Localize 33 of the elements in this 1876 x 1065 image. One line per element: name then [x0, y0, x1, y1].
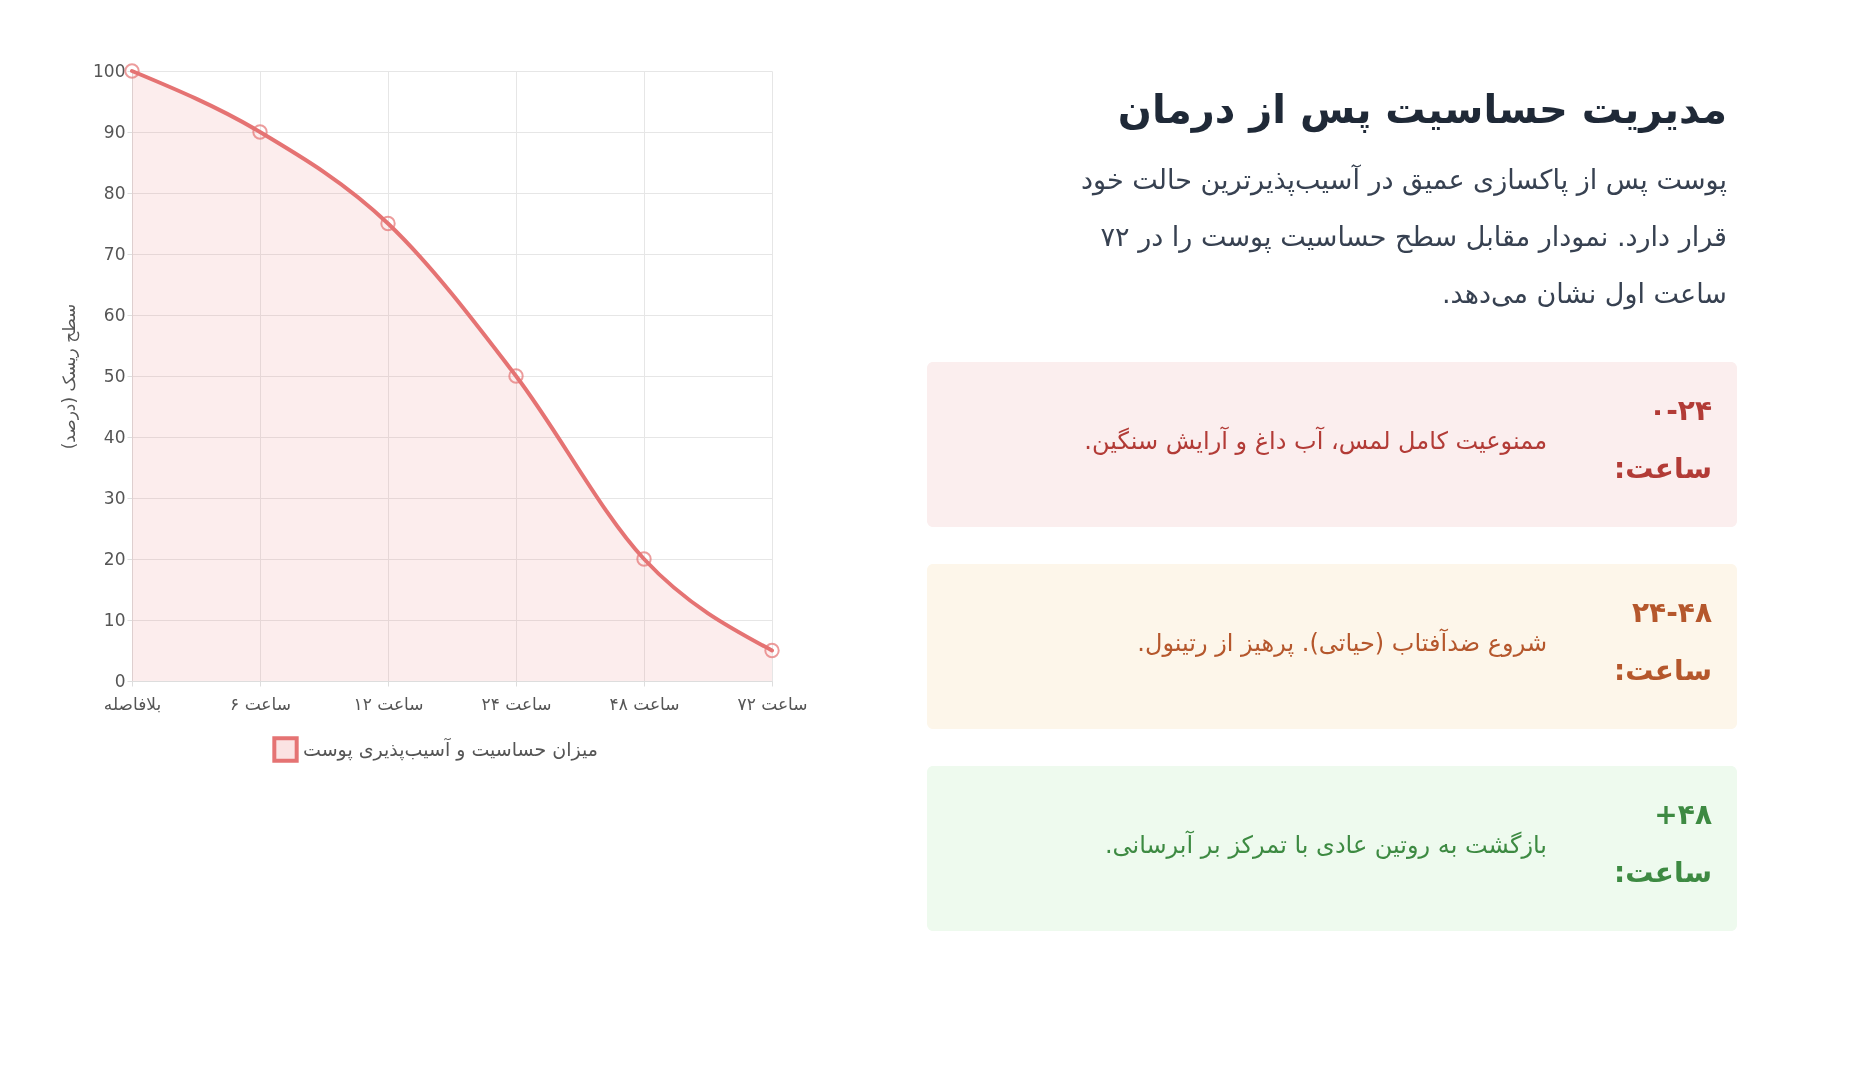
- text: پوست پس از پاکسازی عمیق در آسیب‌پذیرترین حالت خود قرار دارد. نمودار مقابل سطح حساسیت پوست را در ۷۲ ساعت اول نشان می‌دهد.: [1081, 164, 1727, 310]
- x-tick-label: ۴۸ ساعت: [609, 693, 680, 714]
- x-tick-label: ۷۲ ساعت: [737, 693, 808, 714]
- text: ۰-۲۴ ساعت:: [1613, 394, 1712, 485]
- y-tick-label: 20: [103, 548, 126, 569]
- x-tick-label: ۶ ساعت: [230, 693, 291, 714]
- y-tick-label: 80: [103, 182, 126, 203]
- x-tick-label: ۱۲ ساعت: [353, 693, 424, 714]
- y-tick-label: 0: [114, 670, 126, 691]
- legend-label: میزان حساسیت و آسیب‌پذیری پوست: [303, 736, 598, 761]
- y-tick-label: 30: [103, 487, 126, 508]
- x-tick-label: ۲۴ ساعت: [481, 693, 552, 714]
- text: ۲۴-۴۸ ساعت:: [1613, 596, 1712, 687]
- point: [764, 642, 780, 659]
- text: شروع ضدآفتاب (حیاتی). پرهیز از رتینول.: [1137, 628, 1547, 657]
- y-tick-label: 60: [103, 304, 126, 325]
- y-axis-title: سطح ریسک (درصد): [59, 303, 81, 450]
- text: مدیریت حساسیت پس از درمان: [1117, 86, 1727, 133]
- y-tick-label: 90: [103, 121, 126, 142]
- point: [636, 551, 652, 567]
- point: [508, 368, 524, 384]
- x-tick-label: بلافاصله: [103, 693, 162, 714]
- y-tick-label: 70: [103, 243, 126, 264]
- point: [124, 63, 140, 79]
- y-tick-label: 40: [103, 426, 126, 447]
- point: [380, 215, 396, 232]
- y-tick-label: 50: [103, 365, 126, 386]
- text: ۴۸+ ساعت:: [1613, 798, 1712, 889]
- text: ممنوعیت کامل لمس، آب داغ و آرایش سنگین.: [1084, 426, 1547, 455]
- text: بازگشت به روتین عادی با تمرکز بر آبرسانی.: [1104, 830, 1547, 859]
- point: [252, 124, 268, 140]
- y-tick-label: 100: [93, 60, 126, 81]
- y-tick-label: 10: [103, 609, 126, 630]
